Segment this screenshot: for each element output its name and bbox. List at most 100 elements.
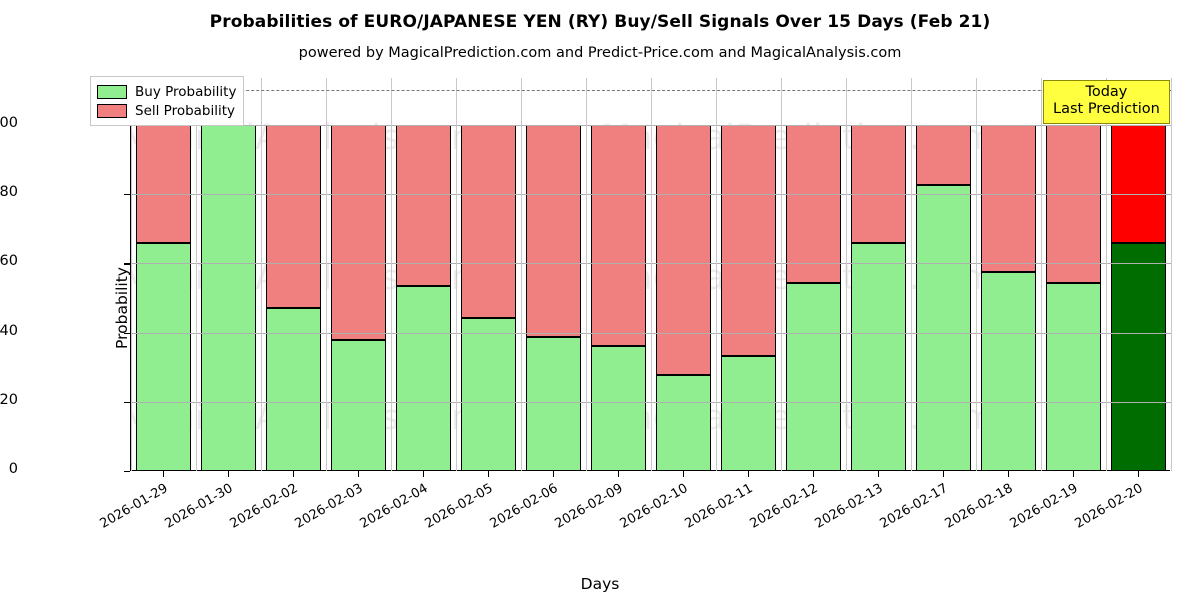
- x-tick-mark: [1007, 471, 1009, 477]
- bar-column[interactable]: [395, 78, 452, 471]
- bar-column[interactable]: [720, 78, 777, 471]
- today-annotation: Today Last Prediction: [1043, 80, 1170, 125]
- gridline-x: [131, 78, 132, 471]
- x-tick-mark: [747, 471, 749, 477]
- gridline-x: [976, 78, 977, 471]
- legend-swatch-buy: [97, 84, 127, 99]
- reference-dashed-line: [131, 90, 1171, 92]
- bar-segment-buy[interactable]: [1045, 282, 1102, 471]
- x-tick-mark: [617, 471, 619, 477]
- bar-segment-buy[interactable]: [850, 242, 907, 471]
- bar-column[interactable]: [785, 78, 842, 471]
- x-axis-label: Days: [580, 575, 620, 593]
- x-tick-mark: [227, 471, 229, 477]
- x-tick-mark: [292, 471, 294, 477]
- bar-segment-buy[interactable]: [200, 125, 257, 471]
- y-tick-mark: [124, 471, 130, 473]
- x-tick-mark: [942, 471, 944, 477]
- y-tick-mark: [124, 401, 130, 403]
- chart-legend: Buy Probability Sell Probability: [90, 76, 245, 126]
- legend-item-sell: Sell Probability: [97, 101, 236, 120]
- bar-segment-buy[interactable]: [720, 356, 777, 471]
- bar-column[interactable]: [850, 78, 907, 471]
- bar-segment-buy[interactable]: [135, 242, 192, 471]
- bar-column[interactable]: [1110, 78, 1167, 471]
- bar-column[interactable]: [265, 78, 322, 471]
- bar-segment-sell[interactable]: [590, 125, 647, 346]
- y-tick-mark: [124, 332, 130, 334]
- x-tick-mark: [812, 471, 814, 477]
- bar-column[interactable]: [915, 78, 972, 471]
- x-tick-mark: [877, 471, 879, 477]
- bar-column[interactable]: [330, 78, 387, 471]
- gridline-x: [521, 78, 522, 471]
- bar-column[interactable]: [525, 78, 582, 471]
- bar-column[interactable]: [590, 78, 647, 471]
- bar-segment-sell[interactable]: [1045, 125, 1102, 283]
- gridline-x: [651, 78, 652, 471]
- chart-subtitle: powered by MagicalPrediction.com and Pre…: [298, 45, 902, 61]
- bar-segment-buy[interactable]: [330, 339, 387, 471]
- bar-column[interactable]: [980, 78, 1037, 471]
- gridline-x: [196, 78, 197, 471]
- gridline-x: [586, 78, 587, 471]
- bar-segment-sell[interactable]: [1110, 125, 1167, 243]
- bar-segment-buy[interactable]: [785, 283, 842, 471]
- y-tick-label: 80: [0, 184, 18, 201]
- y-tick-label: 20: [0, 391, 18, 408]
- gridline-y-0: [131, 471, 1171, 472]
- bar-segment-sell[interactable]: [330, 125, 387, 340]
- gridline-x: [911, 78, 912, 471]
- x-tick-mark: [682, 471, 684, 477]
- bar-segment-sell[interactable]: [460, 125, 517, 319]
- plot-area: MagicalAnalysis.comMagicalPrediction.com…: [113, 78, 1172, 472]
- bar-column[interactable]: [200, 78, 257, 471]
- bar-segment-buy[interactable]: [265, 308, 322, 471]
- gridline-x: [261, 78, 262, 471]
- bar-segment-sell[interactable]: [525, 125, 582, 338]
- bar-segment-sell[interactable]: [265, 125, 322, 309]
- bar-segment-sell[interactable]: [980, 125, 1037, 272]
- gridline-x: [1106, 78, 1107, 471]
- bar-segment-buy[interactable]: [1110, 242, 1167, 471]
- bar-segment-sell[interactable]: [135, 125, 192, 243]
- x-tick-mark: [487, 471, 489, 477]
- bar-column[interactable]: [135, 78, 192, 471]
- gridline-x: [391, 78, 392, 471]
- bar-segment-buy[interactable]: [460, 318, 517, 471]
- x-tick-mark: [1072, 471, 1074, 477]
- plot-inner: MagicalAnalysis.comMagicalPrediction.com…: [131, 78, 1172, 472]
- bar-segment-buy[interactable]: [980, 271, 1037, 471]
- y-tick-label: 60: [0, 253, 18, 270]
- bar-segment-sell[interactable]: [720, 125, 777, 357]
- gridline-x: [456, 78, 457, 471]
- bar-column[interactable]: [460, 78, 517, 471]
- bar-segment-sell[interactable]: [655, 125, 712, 375]
- gridline-x: [1171, 78, 1172, 471]
- gridline-x: [781, 78, 782, 471]
- bar-column[interactable]: [655, 78, 712, 471]
- y-tick-mark: [124, 263, 130, 265]
- legend-item-buy: Buy Probability: [97, 82, 236, 101]
- bar-segment-sell[interactable]: [395, 125, 452, 286]
- today-annotation-line2: Last Prediction: [1053, 101, 1160, 118]
- bar-segment-buy[interactable]: [590, 345, 647, 471]
- x-tick-mark: [1137, 471, 1139, 477]
- gridline-x: [326, 78, 327, 471]
- bar-segment-sell[interactable]: [915, 125, 972, 185]
- bar-segment-buy[interactable]: [395, 285, 452, 471]
- bar-segment-sell[interactable]: [785, 125, 842, 284]
- bar-segment-buy[interactable]: [525, 337, 582, 471]
- bar-column[interactable]: [1045, 78, 1102, 471]
- y-tick-label: 100: [0, 115, 18, 131]
- bar-segment-buy[interactable]: [655, 374, 712, 471]
- x-tick-mark: [422, 471, 424, 477]
- bar-segment-buy[interactable]: [915, 184, 972, 471]
- bar-segment-sell[interactable]: [850, 125, 907, 243]
- y-tick-label: 40: [0, 322, 18, 339]
- chart-title: Probabilities of EURO/JAPANESE YEN (RY) …: [209, 12, 991, 32]
- legend-label-buy: Buy Probability: [135, 83, 237, 100]
- bars-layer: [131, 78, 1171, 471]
- y-axis-label: Probability: [113, 267, 131, 349]
- x-tick-mark: [552, 471, 554, 477]
